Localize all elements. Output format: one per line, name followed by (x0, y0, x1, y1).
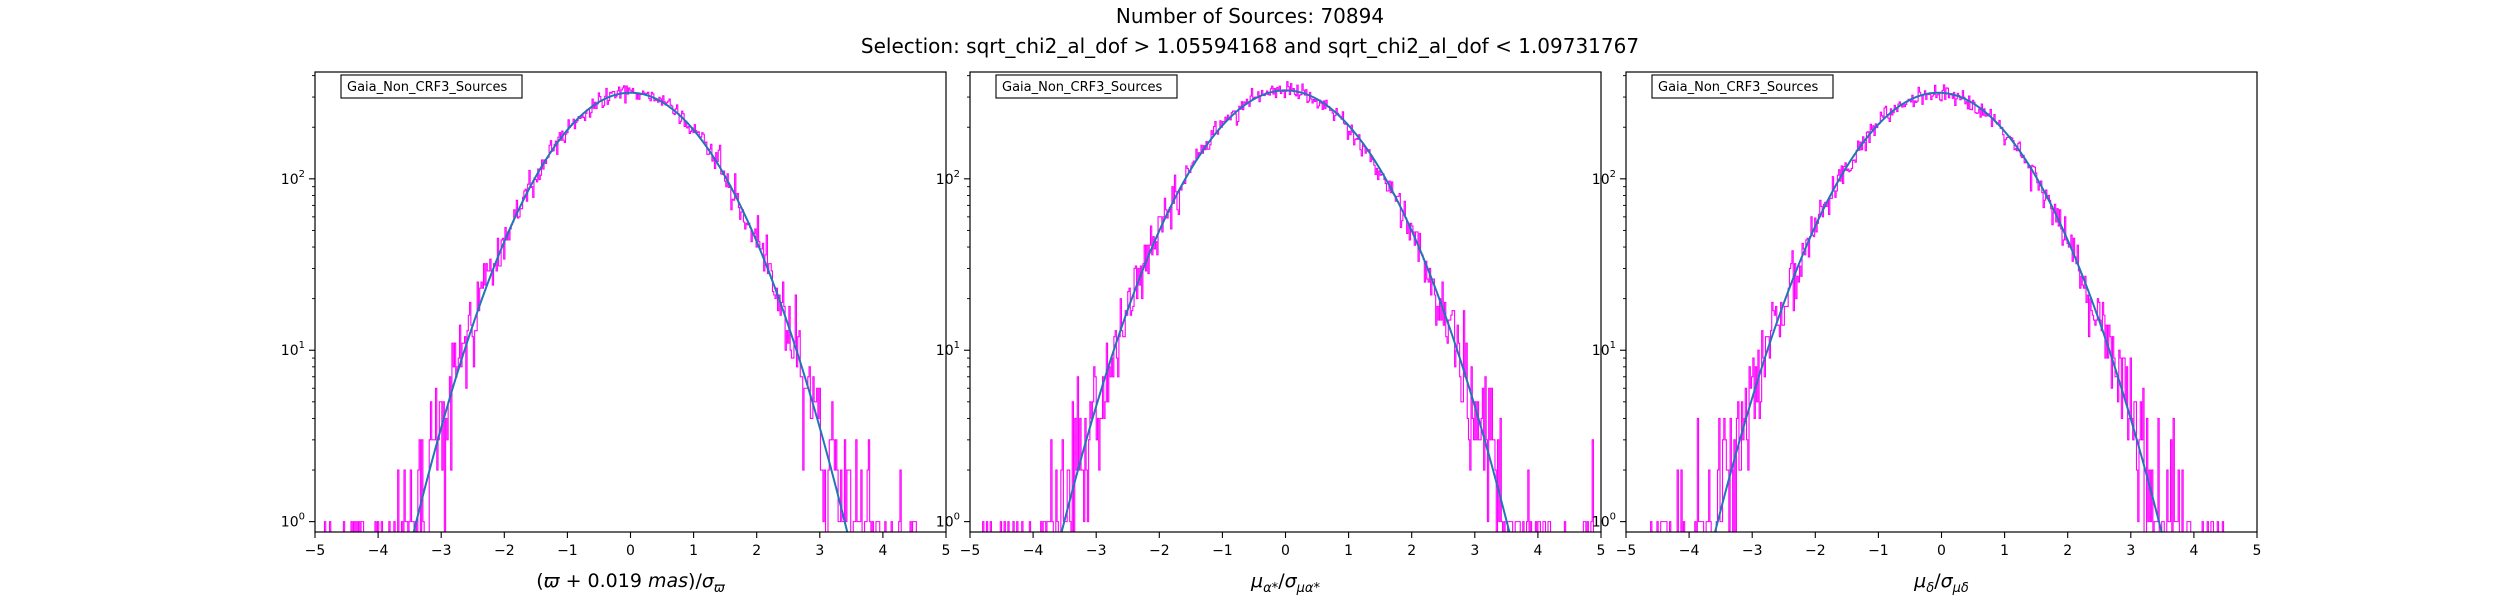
x-tick-label: −5 (1616, 543, 1637, 559)
x-tick-label: 5 (1597, 543, 1606, 559)
legend-label: Gaia_Non_CRF3_Sources (1002, 80, 1163, 95)
x-tick-label: 5 (942, 543, 951, 559)
x-tick-label: 1 (2000, 543, 2009, 559)
panel-3: −5 −4 −3 −2 −1 0 1 2 3 4 5 100 101 102 Gaia_Non_CRF3_S… (1592, 71, 2262, 596)
axes-frame (969, 71, 1602, 533)
histogram-series (982, 81, 1594, 532)
x-tick-label: 4 (1533, 543, 1542, 559)
x-tick-label: 0 (1937, 543, 1946, 559)
legend-box (340, 74, 523, 99)
y-tick-label: 100 (1592, 512, 1616, 531)
x-tick-label: −5 (960, 543, 981, 559)
y-tick-label: 102 (936, 169, 960, 188)
x-tick-label: −4 (1679, 543, 1700, 559)
x-tick-label: 0 (1281, 543, 1290, 559)
axes-frame (1625, 71, 2258, 533)
x-tick-label: −3 (1742, 543, 1763, 559)
plot-area (323, 85, 917, 532)
x-tick-label: −2 (1805, 543, 1826, 559)
x-tick-label: 0 (626, 543, 635, 559)
x-tick-label: 2 (752, 543, 761, 559)
y-tick-label: 101 (1592, 340, 1616, 359)
x-tick-label: −3 (431, 543, 452, 559)
panel-2: −5 −4 −3 −2 −1 0 1 2 3 4 5 100 101 102 Gaia_Non_CRF3_S… (936, 71, 1606, 596)
figure-title-line1: Number of Sources: 70894 (1115, 4, 1385, 28)
y-tick-label: 102 (1592, 169, 1616, 188)
x-tick-label: 5 (2253, 543, 2262, 559)
x-axis-label: (ϖ + 0.019 mas)/σϖ (536, 570, 726, 596)
x-axis-label: μα*/σμα* (1250, 570, 1320, 596)
legend-box (995, 74, 1178, 99)
figure-title-line2: Selection: sqrt_chi2_al_dof > 1.05594168… (860, 34, 1640, 58)
x-tick-label: −4 (368, 543, 389, 559)
x-axis-label: μδ/σμδ (1913, 570, 1969, 596)
x-tick-label: 2 (2063, 543, 2072, 559)
x-tick-label: −3 (1086, 543, 1107, 559)
x-tick-label: −5 (305, 543, 326, 559)
x-tick-label: −2 (1149, 543, 1170, 559)
x-tick-label: −1 (557, 543, 578, 559)
x-tick-label: −1 (1868, 543, 1889, 559)
legend-label: Gaia_Non_CRF3_Sources (347, 80, 508, 95)
plot-area (1650, 84, 2225, 532)
x-tick-label: 1 (1344, 543, 1353, 559)
x-tick-label: 4 (2189, 543, 2198, 559)
histogram-series (1650, 84, 2225, 532)
legend-label: Gaia_Non_CRF3_Sources (1658, 80, 1819, 95)
y-tick-label: 100 (281, 512, 305, 531)
x-tick-label: 4 (878, 543, 887, 559)
x-tick-label: 3 (815, 543, 824, 559)
x-tick-label: 2 (1407, 543, 1416, 559)
plot-area (982, 81, 1594, 532)
panel-1: −5 −4 −3 −2 −1 0 1 2 3 4 5 100 101 102 Gaia_Non_CRF3_S… (281, 71, 951, 596)
gaussian-fit-line (412, 91, 849, 532)
x-tick-label: −4 (1023, 543, 1044, 559)
legend-box (1651, 74, 1834, 99)
x-tick-label: −1 (1212, 543, 1233, 559)
y-tick-label: 102 (281, 169, 305, 188)
y-tick-label: 100 (936, 512, 960, 531)
gaussian-fit-line (1060, 89, 1511, 532)
x-tick-label: 3 (1470, 543, 1479, 559)
x-tick-label: −2 (494, 543, 515, 559)
y-tick-label: 101 (281, 340, 305, 359)
histogram-series (323, 85, 917, 532)
gaussian-fit-line (1714, 91, 2163, 532)
y-tick-label: 101 (936, 340, 960, 359)
x-tick-label: 3 (2126, 543, 2135, 559)
axes-frame (314, 71, 947, 533)
x-tick-label: 1 (689, 543, 698, 559)
